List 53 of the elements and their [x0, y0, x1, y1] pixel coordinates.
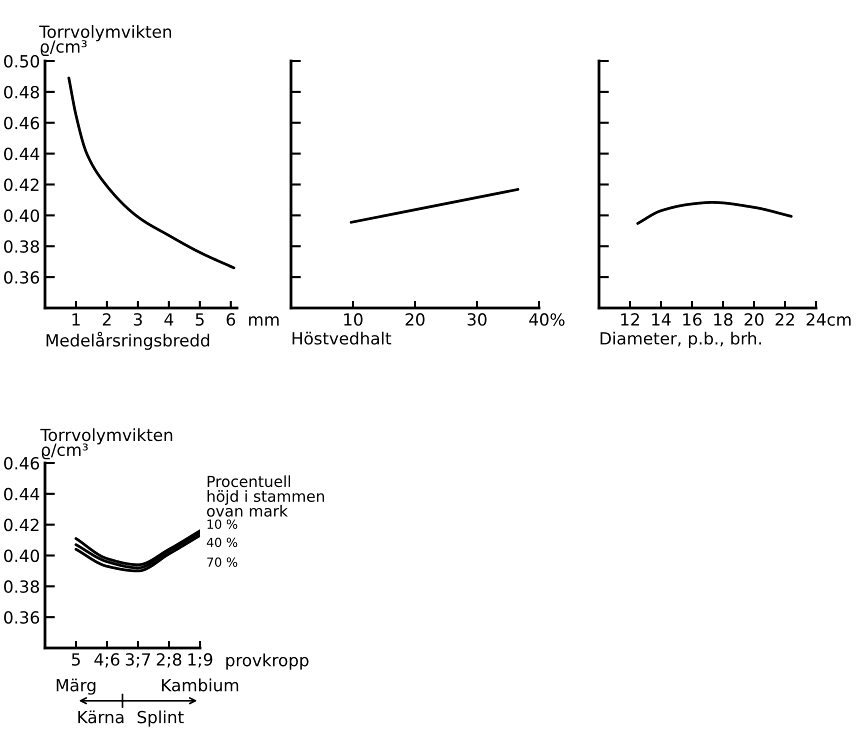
- y-tick-label: 0.38: [4, 580, 39, 593]
- x-tick-label: 5: [196, 313, 204, 326]
- text: %: [550, 313, 565, 326]
- x-tick-label: 18: [714, 313, 732, 326]
- series-label: 40 %: [206, 538, 238, 548]
- text: Kärna: [78, 710, 124, 724]
- x-tick-label: 1;9: [188, 653, 212, 668]
- y-tick-label: 0.46: [4, 456, 40, 470]
- x-tick-label: 24: [806, 313, 826, 326]
- x-tick-label: 22: [776, 313, 794, 326]
- text: Märg: [56, 678, 96, 695]
- x-tick-label: 14: [652, 313, 671, 326]
- x-tick-label: 3: [134, 313, 142, 326]
- x-tick-label: 1: [72, 313, 80, 326]
- text: Splint: [138, 710, 184, 727]
- x-tick-label: 3;7: [126, 653, 150, 668]
- y-tick-label: 0.38: [4, 240, 39, 253]
- x-tick-label: 12: [621, 313, 639, 326]
- legend-title: Procentuell höjd i stammen ovan mark: [207, 475, 324, 517]
- series-label: 70 %: [207, 557, 238, 567]
- y-tick-label: 0.36: [4, 611, 40, 624]
- x-tick-label: 2;8: [156, 653, 182, 668]
- y-tick-label: 0.40: [4, 549, 40, 562]
- y-tick-label: 0.42: [4, 178, 38, 192]
- text: cm: [828, 316, 851, 326]
- x-tick-label: 20: [744, 313, 764, 326]
- x-tick-label: 6: [226, 313, 236, 326]
- x-tick-label: 2: [102, 313, 111, 326]
- y-tick-label: 0.44: [4, 488, 40, 500]
- y-axis-title: Torrvolymvikten ϱ/cm³: [39, 25, 172, 56]
- x-tick-label: 4;6: [94, 653, 120, 668]
- x-tick-label: 30: [468, 313, 486, 326]
- x-axis-title: provkropp: [226, 654, 308, 670]
- x-axis-title: Diameter, p.b., brh.: [600, 332, 761, 348]
- text: mm: [249, 316, 279, 326]
- x-axis-title: Medelårsringsbredd: [46, 332, 210, 350]
- y-tick-label: 0.50: [4, 54, 40, 68]
- y-tick-label: 0.36: [4, 271, 40, 284]
- x-tick-label: 10: [344, 313, 362, 326]
- y-tick-label: 0.40: [4, 209, 40, 222]
- x-axis-title: Höstvedhalt: [292, 332, 392, 345]
- y-tick-label: 0.48: [4, 86, 39, 98]
- series-label: 10 %: [208, 519, 238, 529]
- x-tick-label: 20: [406, 313, 424, 326]
- x-tick-label: 5: [72, 653, 80, 666]
- text: Kambium: [162, 678, 238, 692]
- y-tick-label: 0.46: [4, 116, 40, 130]
- x-tick-label: 40: [529, 313, 548, 326]
- y-tick-label: 0.42: [4, 518, 38, 532]
- y-axis-title: Torrvolymvikten ϱ/cm³: [40, 428, 172, 460]
- y-tick-label: 0.44: [4, 148, 40, 160]
- x-tick-label: 4: [164, 313, 174, 326]
- x-tick-label: 16: [683, 313, 702, 326]
